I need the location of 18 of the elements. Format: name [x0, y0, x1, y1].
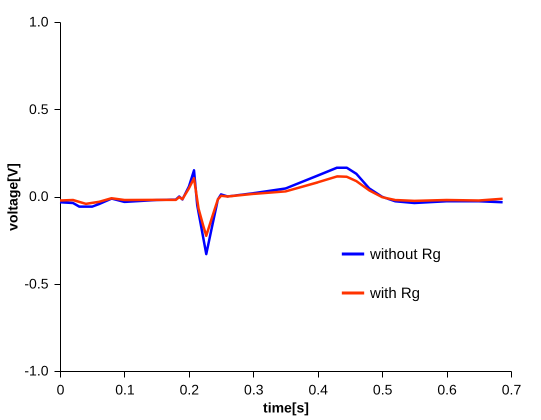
x-tick-label: 0.7 [502, 382, 522, 398]
x-tick-label: 0.3 [244, 382, 264, 398]
line-series [58, 175, 504, 238]
y-tick-label: 0.5 [29, 100, 49, 117]
x-tick-label: 0.6 [437, 382, 458, 398]
y-tick-label: -1.0 [24, 362, 49, 378]
x-tick-label: 0.2 [180, 382, 200, 398]
x-tick-label: 0.5 [372, 382, 393, 398]
y-tick-label: -0.5 [24, 275, 49, 292]
y-axis-title: voltage[V] [4, 163, 20, 231]
legend-label: with Rg [369, 285, 420, 302]
x-tick-label: 0 [56, 382, 65, 398]
legend-label: without Rg [369, 246, 441, 263]
x-axis-title: time[s] [263, 400, 309, 416]
x-tick-label: 0.4 [308, 382, 328, 398]
y-tick-label: 0.0 [29, 188, 49, 204]
x-tick-label: 0.1 [115, 382, 135, 398]
y-tick-label: 1.0 [29, 14, 49, 30]
